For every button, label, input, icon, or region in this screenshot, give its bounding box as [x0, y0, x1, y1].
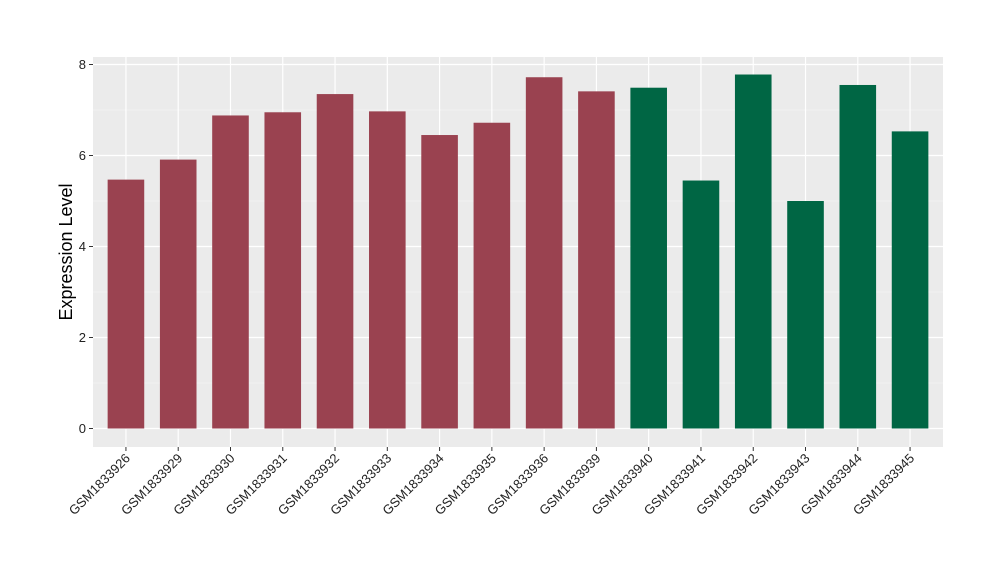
x-axis: GSM1833926GSM1833929GSM1833930GSM1833931… — [66, 447, 917, 518]
bar — [578, 91, 615, 429]
bar — [682, 180, 720, 429]
bar — [107, 179, 145, 429]
bar — [316, 94, 354, 429]
y-tick-label: 0 — [79, 421, 86, 436]
bar — [369, 111, 406, 429]
bar — [787, 201, 824, 429]
y-axis: 0 2 4 6 8 — [79, 57, 93, 436]
bar — [421, 135, 458, 429]
bar — [734, 74, 772, 429]
bar — [525, 77, 563, 429]
bar — [159, 159, 197, 429]
bar — [212, 115, 249, 429]
y-axis-title: Expression Level — [56, 183, 76, 320]
y-tick-label: 2 — [79, 330, 86, 345]
bar — [630, 87, 667, 429]
bars — [107, 74, 929, 429]
bar — [891, 131, 929, 429]
y-tick-label: 4 — [79, 239, 86, 254]
bar — [839, 84, 877, 429]
bar — [264, 112, 302, 429]
y-tick-label: 8 — [79, 57, 86, 72]
y-tick-label: 6 — [79, 148, 86, 163]
bar — [473, 122, 511, 429]
